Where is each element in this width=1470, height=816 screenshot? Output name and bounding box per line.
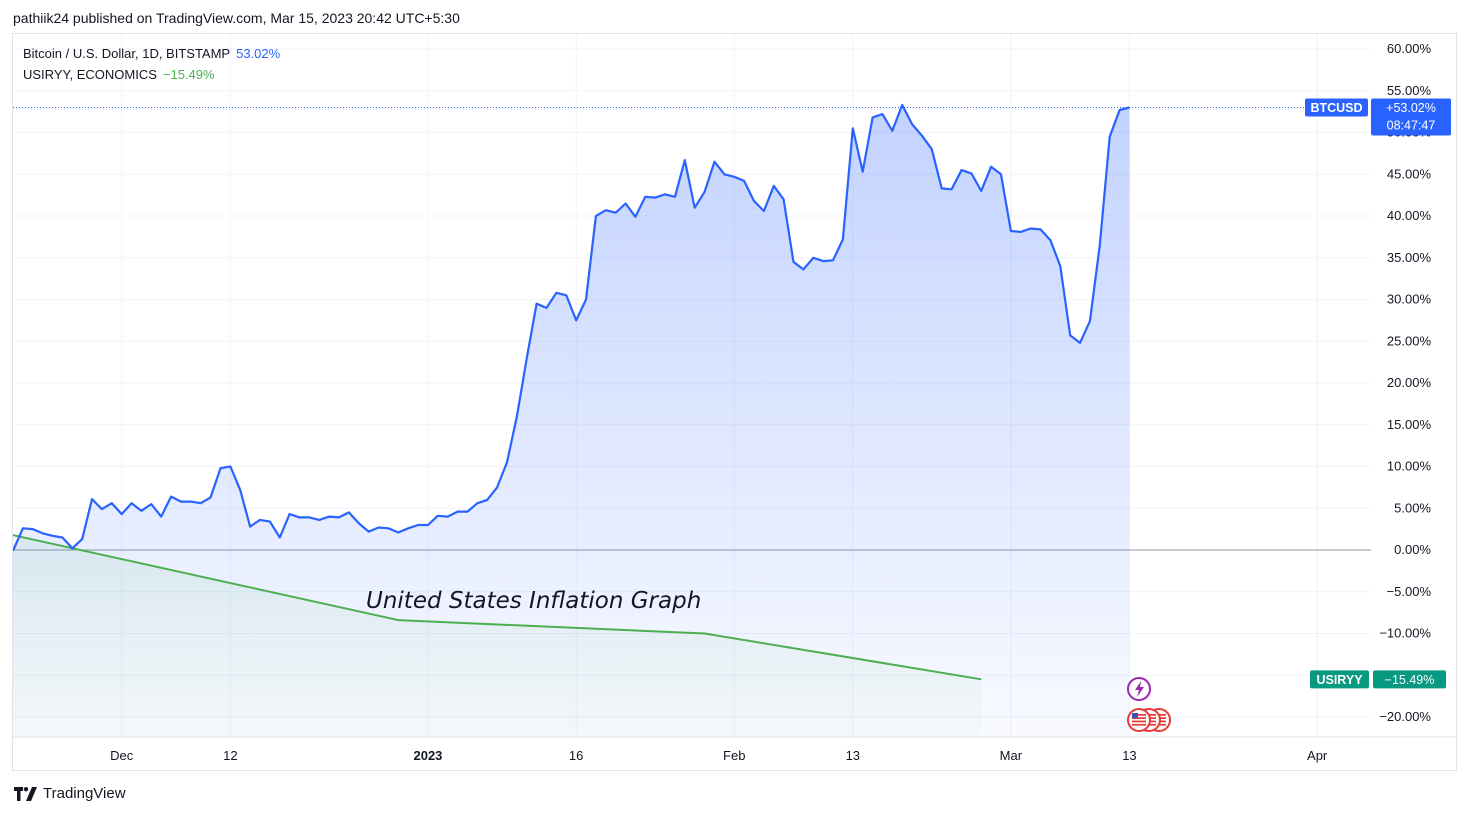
y-tick-label: 60.00% bbox=[1387, 41, 1432, 56]
y-tick-label: 0.00% bbox=[1394, 542, 1431, 557]
y-tick-label: 40.00% bbox=[1387, 208, 1432, 223]
chart-frame bbox=[12, 33, 1457, 771]
tradingview-logo-icon bbox=[14, 786, 37, 801]
lightning-icon-bolt bbox=[1135, 681, 1144, 697]
y-tick-label: −20.00% bbox=[1379, 709, 1431, 724]
y-tick-label: 10.00% bbox=[1387, 459, 1432, 474]
btcusd-value-badge[interactable] bbox=[1371, 98, 1451, 136]
y-tick-label: −10.00% bbox=[1379, 626, 1431, 641]
btcusd-line bbox=[13, 103, 1130, 552]
legend-btc-value: 53.02% bbox=[236, 46, 281, 61]
overlays: United States Inflation Graph BTCUSD +53.0… bbox=[13, 98, 1451, 732]
legend-btc[interactable]: Bitcoin / U.S. Dollar, 1D, BITSTAMP 53.02… bbox=[23, 46, 280, 61]
y-tick-label: 35.00% bbox=[1387, 250, 1432, 265]
legend-usiryy[interactable]: USIRYY, ECONOMICS −15.49% bbox=[23, 67, 215, 82]
y-tick-label: 25.00% bbox=[1387, 333, 1432, 348]
y-tick-label: 5.00% bbox=[1394, 500, 1431, 515]
flag-stripe bbox=[1132, 717, 1146, 719]
x-tick-label: Feb bbox=[723, 748, 745, 763]
usiryy-value-badge[interactable] bbox=[1373, 670, 1446, 689]
btcusd-name-badge[interactable] bbox=[1305, 98, 1368, 117]
flag-canton bbox=[1132, 713, 1138, 718]
flag-ring bbox=[1127, 708, 1151, 732]
publish-info: pathiik24 published on TradingView.com, … bbox=[13, 10, 460, 26]
y-tick-label: 20.00% bbox=[1387, 375, 1432, 390]
flag-stripe bbox=[1132, 723, 1146, 726]
btcusd-area bbox=[13, 104, 1130, 737]
y-tick-label: −5.00% bbox=[1387, 584, 1432, 599]
x-tick-label: Dec bbox=[110, 748, 134, 763]
usiryy-value-badge-label: −15.49% bbox=[1385, 673, 1435, 687]
legend-usiryy-value: −15.49% bbox=[162, 67, 215, 82]
y-tick-label: 30.00% bbox=[1387, 292, 1432, 307]
x-tick-label: 13 bbox=[1122, 748, 1136, 763]
usiryy-name-badge-label: USIRYY bbox=[1316, 673, 1363, 687]
brand-name: TradingView bbox=[43, 785, 126, 802]
tradingview-brand[interactable]: TradingView bbox=[14, 785, 126, 802]
x-tick-label: 16 bbox=[569, 748, 583, 763]
x-tick-label: Mar bbox=[1000, 748, 1023, 763]
btcusd-value-badge-label: +53.02% bbox=[1386, 101, 1436, 115]
series-area bbox=[13, 103, 1130, 737]
flag-stripe bbox=[1132, 714, 1146, 716]
lightning-icon[interactable] bbox=[1127, 677, 1151, 701]
x-tick-label: 13 bbox=[846, 748, 860, 763]
y-tick-label: 55.00% bbox=[1387, 83, 1432, 98]
btcusd-name-badge-label: BTCUSD bbox=[1310, 101, 1362, 115]
us-flag-icon[interactable] bbox=[1127, 708, 1151, 732]
legend-btc-name: Bitcoin / U.S. Dollar, 1D, BITSTAMP bbox=[23, 46, 231, 61]
x-tick-label: 12 bbox=[223, 748, 237, 763]
flag-stripe bbox=[1132, 720, 1146, 723]
btcusd-countdown-label: 08:47:47 bbox=[1387, 118, 1436, 132]
y-tick-label: 45.00% bbox=[1387, 166, 1432, 181]
usiryy-name-badge[interactable] bbox=[1310, 670, 1369, 689]
legend-usiryy-name: USIRYY, ECONOMICS bbox=[23, 67, 157, 82]
axes: 60.00%55.00%50.00%45.00%40.00%35.00%30.0… bbox=[13, 41, 1456, 763]
usiryy-line bbox=[13, 534, 982, 681]
x-tick-label: 2023 bbox=[413, 748, 442, 763]
y-tick-label: 15.00% bbox=[1387, 417, 1432, 432]
x-tick-label: Apr bbox=[1307, 748, 1328, 763]
inflation-annotation: United States Inflation Graph bbox=[366, 588, 701, 614]
